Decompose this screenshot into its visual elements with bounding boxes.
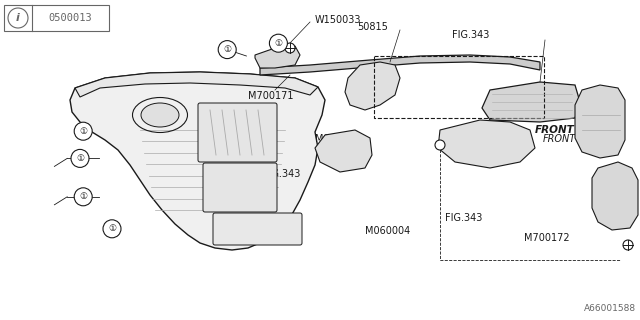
Text: A66001588: A66001588 [584,304,636,313]
Text: 50815: 50815 [357,22,388,32]
Text: ①: ① [76,154,84,163]
Circle shape [78,192,88,202]
Text: 0500013: 0500013 [48,13,92,23]
Polygon shape [260,55,540,75]
Circle shape [623,240,633,250]
FancyBboxPatch shape [203,163,277,212]
Text: FIG.343: FIG.343 [263,169,300,180]
Polygon shape [482,82,580,122]
Text: M700172: M700172 [524,233,570,244]
Text: M700171: M700171 [248,91,294,101]
FancyBboxPatch shape [213,213,302,245]
Polygon shape [75,72,318,97]
Text: M060004: M060004 [315,134,360,144]
Text: ①: ① [108,224,116,233]
Text: FIG.343: FIG.343 [234,134,271,144]
Circle shape [285,43,295,53]
Bar [4,5,109,31]
Text: FIG.343: FIG.343 [445,213,483,223]
Circle shape [78,153,88,164]
FancyBboxPatch shape [198,103,277,162]
Text: FRONT: FRONT [543,134,576,144]
Polygon shape [315,130,372,172]
Polygon shape [592,162,638,230]
Circle shape [8,8,28,28]
Text: ①: ① [275,39,282,48]
Circle shape [218,41,236,59]
Circle shape [71,149,89,167]
Polygon shape [438,120,535,168]
Text: M060004: M060004 [365,226,410,236]
Circle shape [74,188,92,206]
Ellipse shape [141,103,179,127]
Text: FIG.343: FIG.343 [452,30,489,40]
Circle shape [74,122,92,140]
Circle shape [103,220,121,238]
Text: FIG.660-3,7: FIG.660-3,7 [201,140,257,151]
Polygon shape [70,72,325,250]
Circle shape [269,34,287,52]
Text: i: i [16,13,20,23]
Polygon shape [345,62,400,110]
Text: FRONT: FRONT [535,125,575,135]
Text: W150033: W150033 [315,15,362,25]
Text: ①: ① [79,127,87,136]
Text: ①: ① [79,192,87,201]
Text: ①: ① [223,45,231,54]
Circle shape [435,140,445,150]
Polygon shape [575,85,625,158]
Bar [374,56,544,118]
Polygon shape [255,46,300,68]
